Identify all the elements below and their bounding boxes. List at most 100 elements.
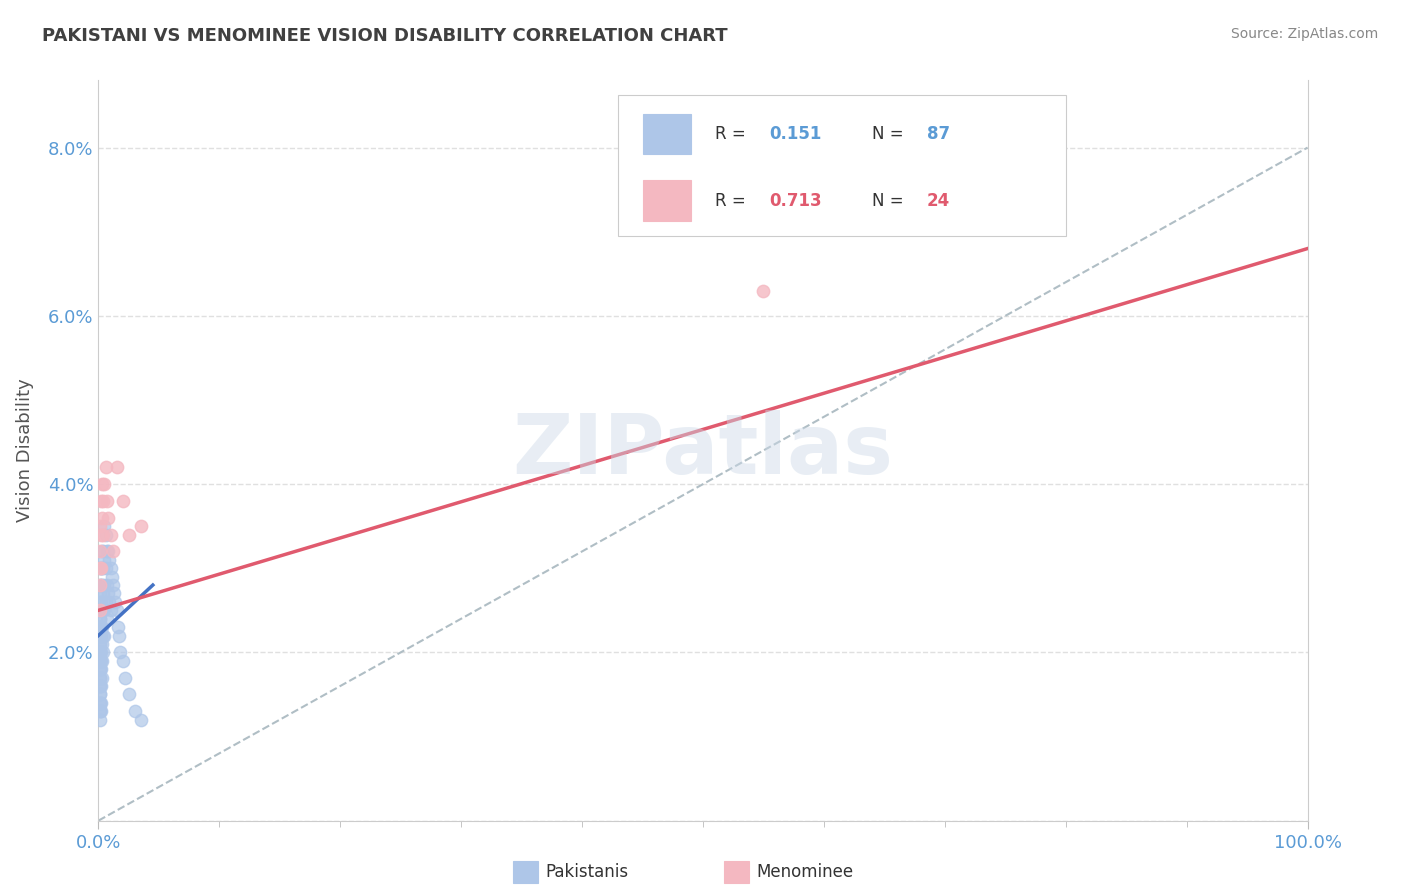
Point [100,603,122,617]
Point [89,662,111,676]
Point [89,586,111,600]
Text: PAKISTANI VS MENOMINEE VISION DISABILITY CORRELATION CHART: PAKISTANI VS MENOMINEE VISION DISABILITY… [42,27,728,45]
Point [118,688,141,702]
Point [90,561,112,575]
Point [89,612,111,626]
Point [89,561,111,575]
Point [124,704,146,718]
Point [89,654,111,668]
Text: Pakistanis: Pakistanis [546,863,628,881]
Point [90,595,112,609]
Point [89,628,111,642]
Point [91,671,114,685]
Y-axis label: Vision Disability: Vision Disability [15,378,34,523]
Point [97,586,120,600]
Point [91,494,114,508]
Point [91,654,114,668]
Text: 87: 87 [927,125,950,143]
Point [89,603,111,617]
Point [90,696,112,710]
Point [89,654,111,668]
Point [91,527,114,541]
Text: R =: R = [716,192,745,210]
Point [96,578,118,592]
Point [89,519,111,533]
Point [89,612,111,626]
Point [89,688,111,702]
Point [91,645,114,659]
Point [89,704,111,718]
Point [89,578,111,592]
Point [89,637,111,651]
Point [93,519,115,533]
Point [89,603,111,617]
Point [91,628,114,642]
Point [89,688,111,702]
Text: N =: N = [872,125,904,143]
Text: N =: N = [872,192,904,210]
Point [101,544,124,558]
Point [93,477,115,491]
FancyBboxPatch shape [643,113,690,154]
Point [90,628,112,642]
Point [94,595,117,609]
Point [104,595,127,609]
Point [114,671,136,685]
Point [89,704,111,718]
Point [89,696,111,710]
Point [89,671,111,685]
Point [101,578,124,592]
Point [93,628,115,642]
Point [91,510,114,524]
Point [90,578,112,592]
Point [97,544,120,558]
Point [89,544,111,558]
Point [108,628,131,642]
Text: R =: R = [716,125,745,143]
Point [91,544,114,558]
Point [89,578,111,592]
Point [89,679,111,693]
Point [100,569,122,583]
Text: 24: 24 [927,192,950,210]
Point [94,527,117,541]
Point [89,662,111,676]
Point [89,696,111,710]
Point [94,460,117,475]
Point [90,662,112,676]
Point [91,578,114,592]
Point [93,578,115,592]
Text: Menominee: Menominee [756,863,853,881]
Point [89,645,111,659]
Point [90,704,112,718]
Point [89,645,111,659]
Point [90,527,112,541]
Point [89,603,111,617]
Point [118,527,141,541]
Point [107,620,129,634]
Point [873,191,896,205]
Point [91,620,114,634]
Point [90,494,112,508]
Point [91,637,114,651]
Point [96,612,118,626]
Text: 0.713: 0.713 [769,192,823,210]
FancyBboxPatch shape [643,180,690,221]
Point [105,603,128,617]
Point [89,679,111,693]
Point [111,494,134,508]
Point [89,628,111,642]
FancyBboxPatch shape [619,95,1066,235]
Point [90,679,112,693]
Point [89,713,111,727]
Text: Source: ZipAtlas.com: Source: ZipAtlas.com [1230,27,1378,41]
Point [105,460,128,475]
Point [93,553,115,567]
Point [90,561,112,575]
Point [90,603,112,617]
Point [100,561,122,575]
Point [94,561,117,575]
Point [91,561,114,575]
Point [97,510,120,524]
Point [752,284,775,298]
